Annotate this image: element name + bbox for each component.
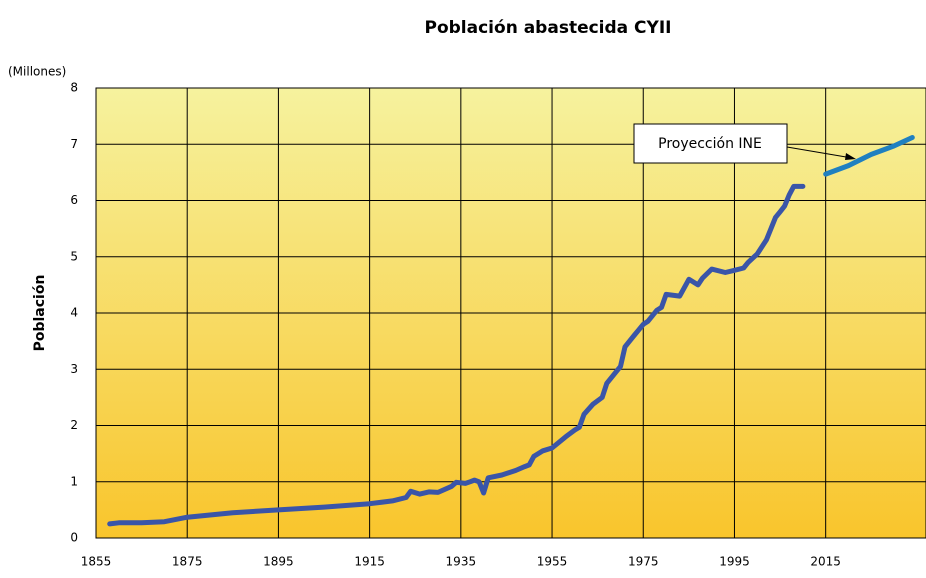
y-axis-title: Población bbox=[32, 275, 48, 352]
y-tick-label: 7 bbox=[70, 137, 78, 151]
x-tick-label: 1995 bbox=[719, 555, 750, 569]
x-tick-label: 1975 bbox=[628, 555, 659, 569]
y-unit: (Millones) bbox=[8, 65, 66, 79]
y-tick-label: 5 bbox=[70, 249, 78, 263]
annotation-box bbox=[633, 123, 788, 164]
x-tick-label: 2015 bbox=[810, 555, 841, 569]
x-tick-label: 1875 bbox=[172, 555, 203, 569]
y-tick-label: 0 bbox=[70, 531, 78, 545]
data-line bbox=[107, 183, 806, 527]
y-tick-label: 8 bbox=[70, 81, 78, 95]
annotation: Proyección INE bbox=[658, 136, 762, 152]
x-tick-label: 1915 bbox=[354, 555, 385, 569]
x-tick-label: 1855 bbox=[81, 555, 112, 569]
annotation-arrowhead bbox=[845, 153, 856, 160]
chart-title: Población abastecida CYII bbox=[425, 18, 672, 38]
x-tick-label: 1935 bbox=[446, 555, 477, 569]
plot-border bbox=[95, 87, 926, 539]
y-tick-label: 3 bbox=[70, 362, 78, 376]
annotation-arrow bbox=[786, 146, 853, 159]
y-tick-label: 4 bbox=[70, 306, 78, 320]
data-line bbox=[823, 135, 915, 177]
y-tick-label: 1 bbox=[70, 474, 78, 488]
y-tick-label: 6 bbox=[70, 193, 78, 207]
x-tick-label: 1895 bbox=[263, 555, 294, 569]
y-tick-label: 2 bbox=[70, 418, 78, 432]
x-tick-label: 1955 bbox=[537, 555, 568, 569]
